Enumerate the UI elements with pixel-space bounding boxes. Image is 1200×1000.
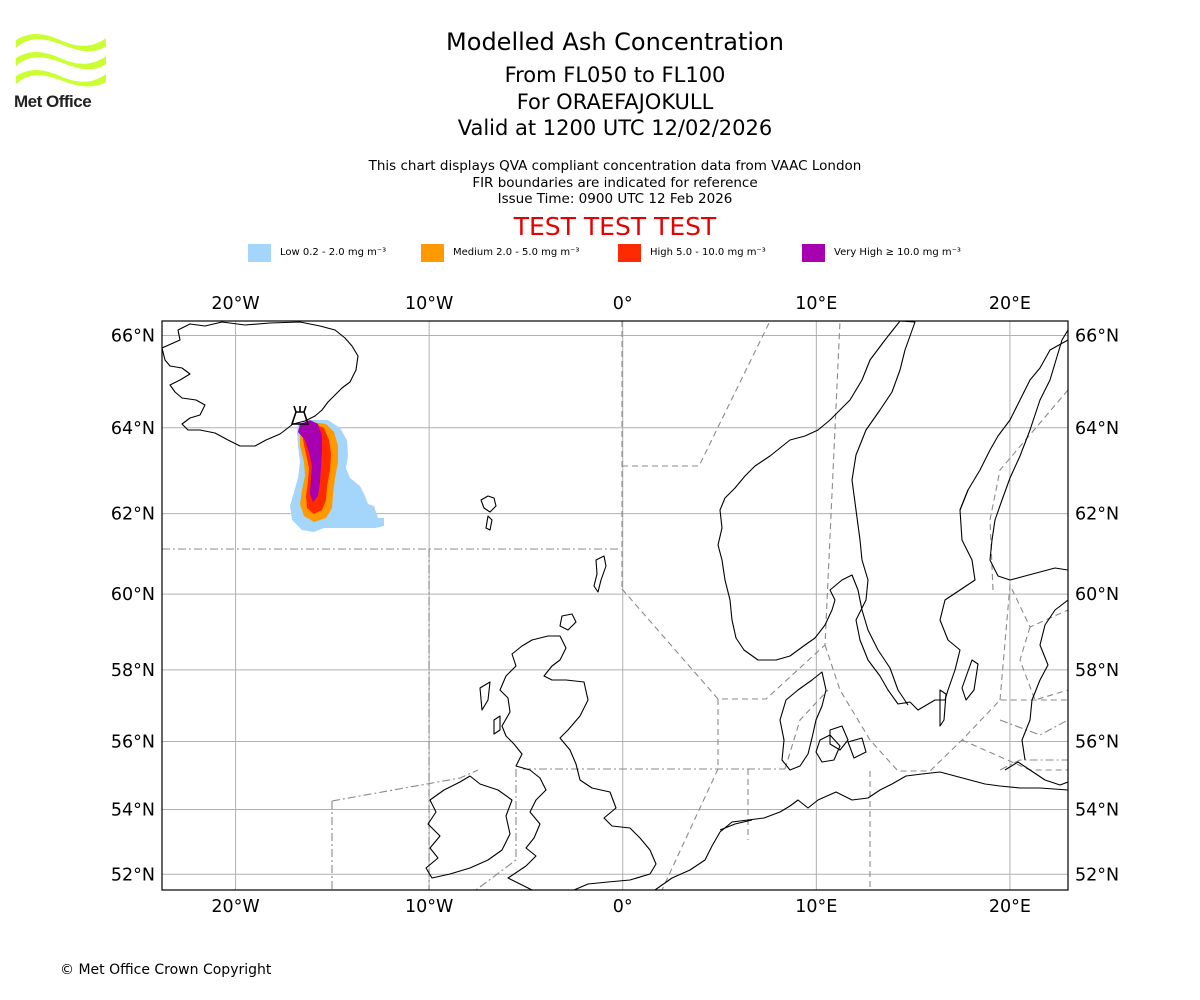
orkney-islands [559,613,577,631]
fir-note: FIR boundaries are indicated for referen… [472,175,758,191]
map-content [162,321,1068,890]
chart-title: Modelled Ash Concentration [446,28,784,56]
legend-label-medium: Medium 2.0 - 5.0 mg m⁻³ [453,247,580,258]
volcano-name: For ORAEFAJOKULL [516,90,714,114]
lon-label-bottom: 20°E [989,897,1031,917]
legend-swatch-high [618,244,641,262]
map-frame [161,320,1069,891]
lat-label-right: 56°N [1075,732,1119,752]
fir-boundaries [162,321,1068,890]
lon-label-bottom: 0° [613,897,633,917]
copyright: © Met Office Crown Copyright [60,962,272,978]
lat-label-left: 56°N [111,732,155,752]
gotland [961,659,979,701]
lat-label-left: 54°N [111,800,155,820]
qva-note: This chart displays QVA compliant concen… [368,158,862,174]
faroe-islands [480,495,497,531]
lon-label-top: 0° [613,294,633,314]
legend: Low 0.2 - 2.0 mg m⁻³ Medium 2.0 - 5.0 mg… [0,244,1200,264]
coastlines [162,321,1068,890]
legend-label-low: Low 0.2 - 2.0 mg m⁻³ [280,247,387,258]
legend-swatch-medium [421,244,444,262]
valid-time: Valid at 1200 UTC 12/02/2026 [457,116,773,140]
test-banner: TEST TEST TEST [513,212,717,241]
lat-label-left: 60°N [111,585,155,605]
lon-label-bottom: 20°W [211,897,259,917]
baltic-east-coast [1021,599,1068,761]
lat-label-right: 64°N [1075,419,1119,439]
legend-label-high: High 5.0 - 10.0 mg m⁻³ [650,247,766,258]
lat-label-left: 52°N [111,865,155,885]
lat-label-left: 58°N [111,661,155,681]
issue-time: Issue Time: 0900 UTC 12 Feb 2026 [497,191,733,207]
lat-label-right: 66°N [1075,326,1119,346]
bornholm-coast [1004,761,1068,786]
lat-label-left: 66°N [111,326,155,346]
ash-very-high [298,420,322,502]
met-office-logo: Met Office [14,30,108,112]
shetland-islands [593,555,607,593]
lon-label-top: 10°E [795,294,837,314]
met-office-waves-icon [16,34,106,87]
volcano-icon [290,405,310,425]
scandinavia [717,321,1068,711]
lat-label-right: 54°N [1075,800,1119,820]
lon-label-top: 20°E [989,294,1031,314]
lat-label-right: 58°N [1075,661,1119,681]
ireland [425,775,513,879]
wadden-islands [719,819,753,831]
tick-labels: 20°W 20°W 10°W 10°W 0° 0° 10°E 10°E 20°E 20°E 66°N… [111,294,1119,917]
lat-label-right: 62°N [1075,505,1119,525]
hebrides [479,681,501,735]
denmark [779,671,867,771]
oland [939,689,947,727]
continent-coast [654,771,1068,890]
lon-label-top: 10°W [405,294,453,314]
legend-swatch-low [248,244,271,262]
great-britain [499,635,657,890]
sweden-east-coast [959,489,969,511]
lon-label-top: 20°W [211,294,259,314]
flight-level-range: From FL050 to FL100 [504,63,726,87]
legend-swatch-very-high [802,244,825,262]
lon-label-bottom: 10°E [795,897,837,917]
zealand [815,734,841,763]
lat-label-left: 62°N [111,505,155,525]
finland-coast [989,329,1068,581]
lat-label-right: 60°N [1075,585,1119,605]
lat-label-right: 52°N [1075,865,1119,885]
logo-text: Met Office [14,92,92,111]
lon-label-bottom: 10°W [405,897,453,917]
lat-label-left: 64°N [111,419,155,439]
ash-plume [290,420,384,532]
legend-label-very-high: Very High ≥ 10.0 mg m⁻³ [834,247,961,258]
